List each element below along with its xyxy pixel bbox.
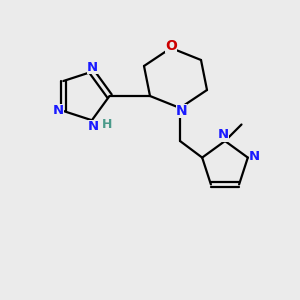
Text: N: N	[218, 128, 229, 142]
Text: O: O	[165, 39, 177, 53]
Text: H: H	[102, 118, 113, 131]
Text: N: N	[249, 150, 260, 163]
Text: N: N	[176, 104, 187, 118]
Text: N: N	[52, 104, 64, 118]
Text: N: N	[88, 120, 99, 133]
Text: N: N	[87, 61, 98, 74]
